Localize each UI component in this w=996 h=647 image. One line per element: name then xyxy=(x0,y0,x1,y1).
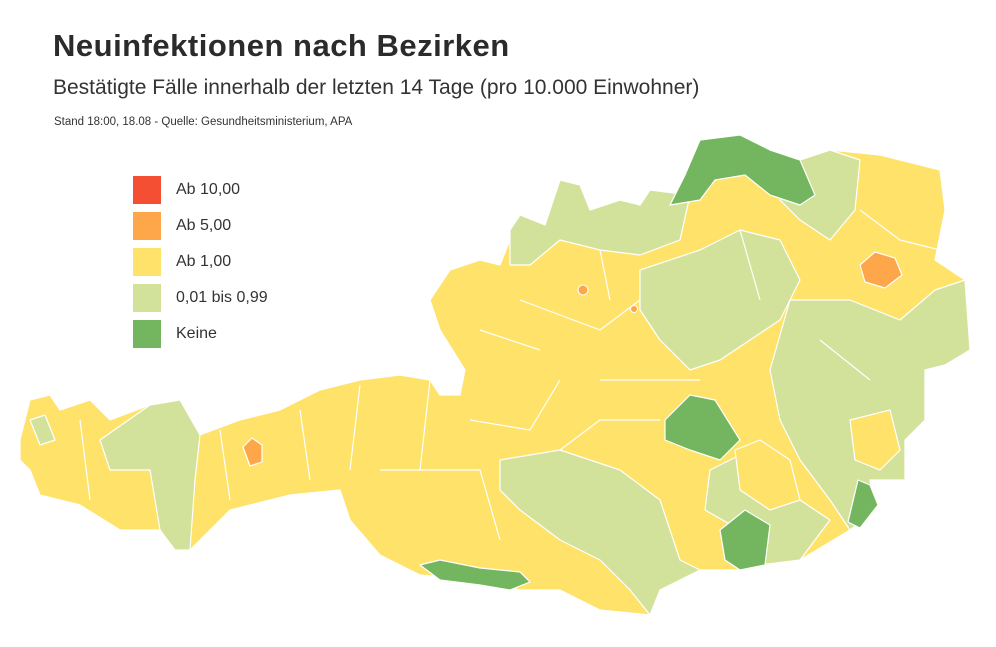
district-lightgreen-east[interactable] xyxy=(769,279,971,531)
district-borders xyxy=(79,209,941,541)
source-note: Stand 18:00, 18.08 - Quelle: Gesundheits… xyxy=(54,116,353,128)
district-green-north[interactable] xyxy=(669,134,816,206)
district-orange-linz[interactable] xyxy=(577,284,589,296)
legend-label: 0,01 bis 0,99 xyxy=(176,289,268,306)
legend-label: Ab 5,00 xyxy=(176,217,232,234)
district-green-southeast[interactable] xyxy=(719,509,771,571)
legend: Ab 10,00 Ab 5,00 Ab 1,00 0,01 bis 0,99 K… xyxy=(133,172,268,352)
district-lightgreen-north[interactable] xyxy=(509,179,691,266)
district-lightgreen-tirol-west[interactable] xyxy=(29,414,56,446)
district-green-murau[interactable] xyxy=(664,394,741,461)
district-lightgreen-south[interactable] xyxy=(499,449,701,616)
legend-label: Ab 1,00 xyxy=(176,253,232,270)
legend-item-low: 0,01 bis 0,99 xyxy=(133,280,268,316)
legend-swatch xyxy=(133,284,161,312)
legend-item-keine: Keine xyxy=(133,316,268,352)
district-yellow-graz[interactable] xyxy=(734,439,801,511)
district-green-carinthia[interactable] xyxy=(419,559,531,591)
page-title: Neuinfektionen nach Bezirken xyxy=(53,28,510,63)
page-subtitle: Bestätigte Fälle innerhalb der letzten 1… xyxy=(53,76,700,99)
district-yellow-east[interactable] xyxy=(849,409,901,471)
legend-swatch xyxy=(133,320,161,348)
legend-item-ab-10: Ab 10,00 xyxy=(133,172,268,208)
legend-item-ab-5: Ab 5,00 xyxy=(133,208,268,244)
legend-swatch xyxy=(133,248,161,276)
district-orange-wels[interactable] xyxy=(630,305,638,313)
legend-swatch xyxy=(133,176,161,204)
district-orange-innsbruck[interactable] xyxy=(242,437,263,467)
district-green-border[interactable] xyxy=(847,479,879,529)
legend-swatch xyxy=(133,212,161,240)
district-orange-vienna[interactable] xyxy=(859,251,903,289)
legend-item-ab-1: Ab 1,00 xyxy=(133,244,268,280)
district-lightgreen-central[interactable] xyxy=(639,229,801,371)
legend-label: Keine xyxy=(176,325,217,342)
legend-label: Ab 10,00 xyxy=(176,181,241,198)
district-lightgreen-west[interactable] xyxy=(99,399,201,551)
